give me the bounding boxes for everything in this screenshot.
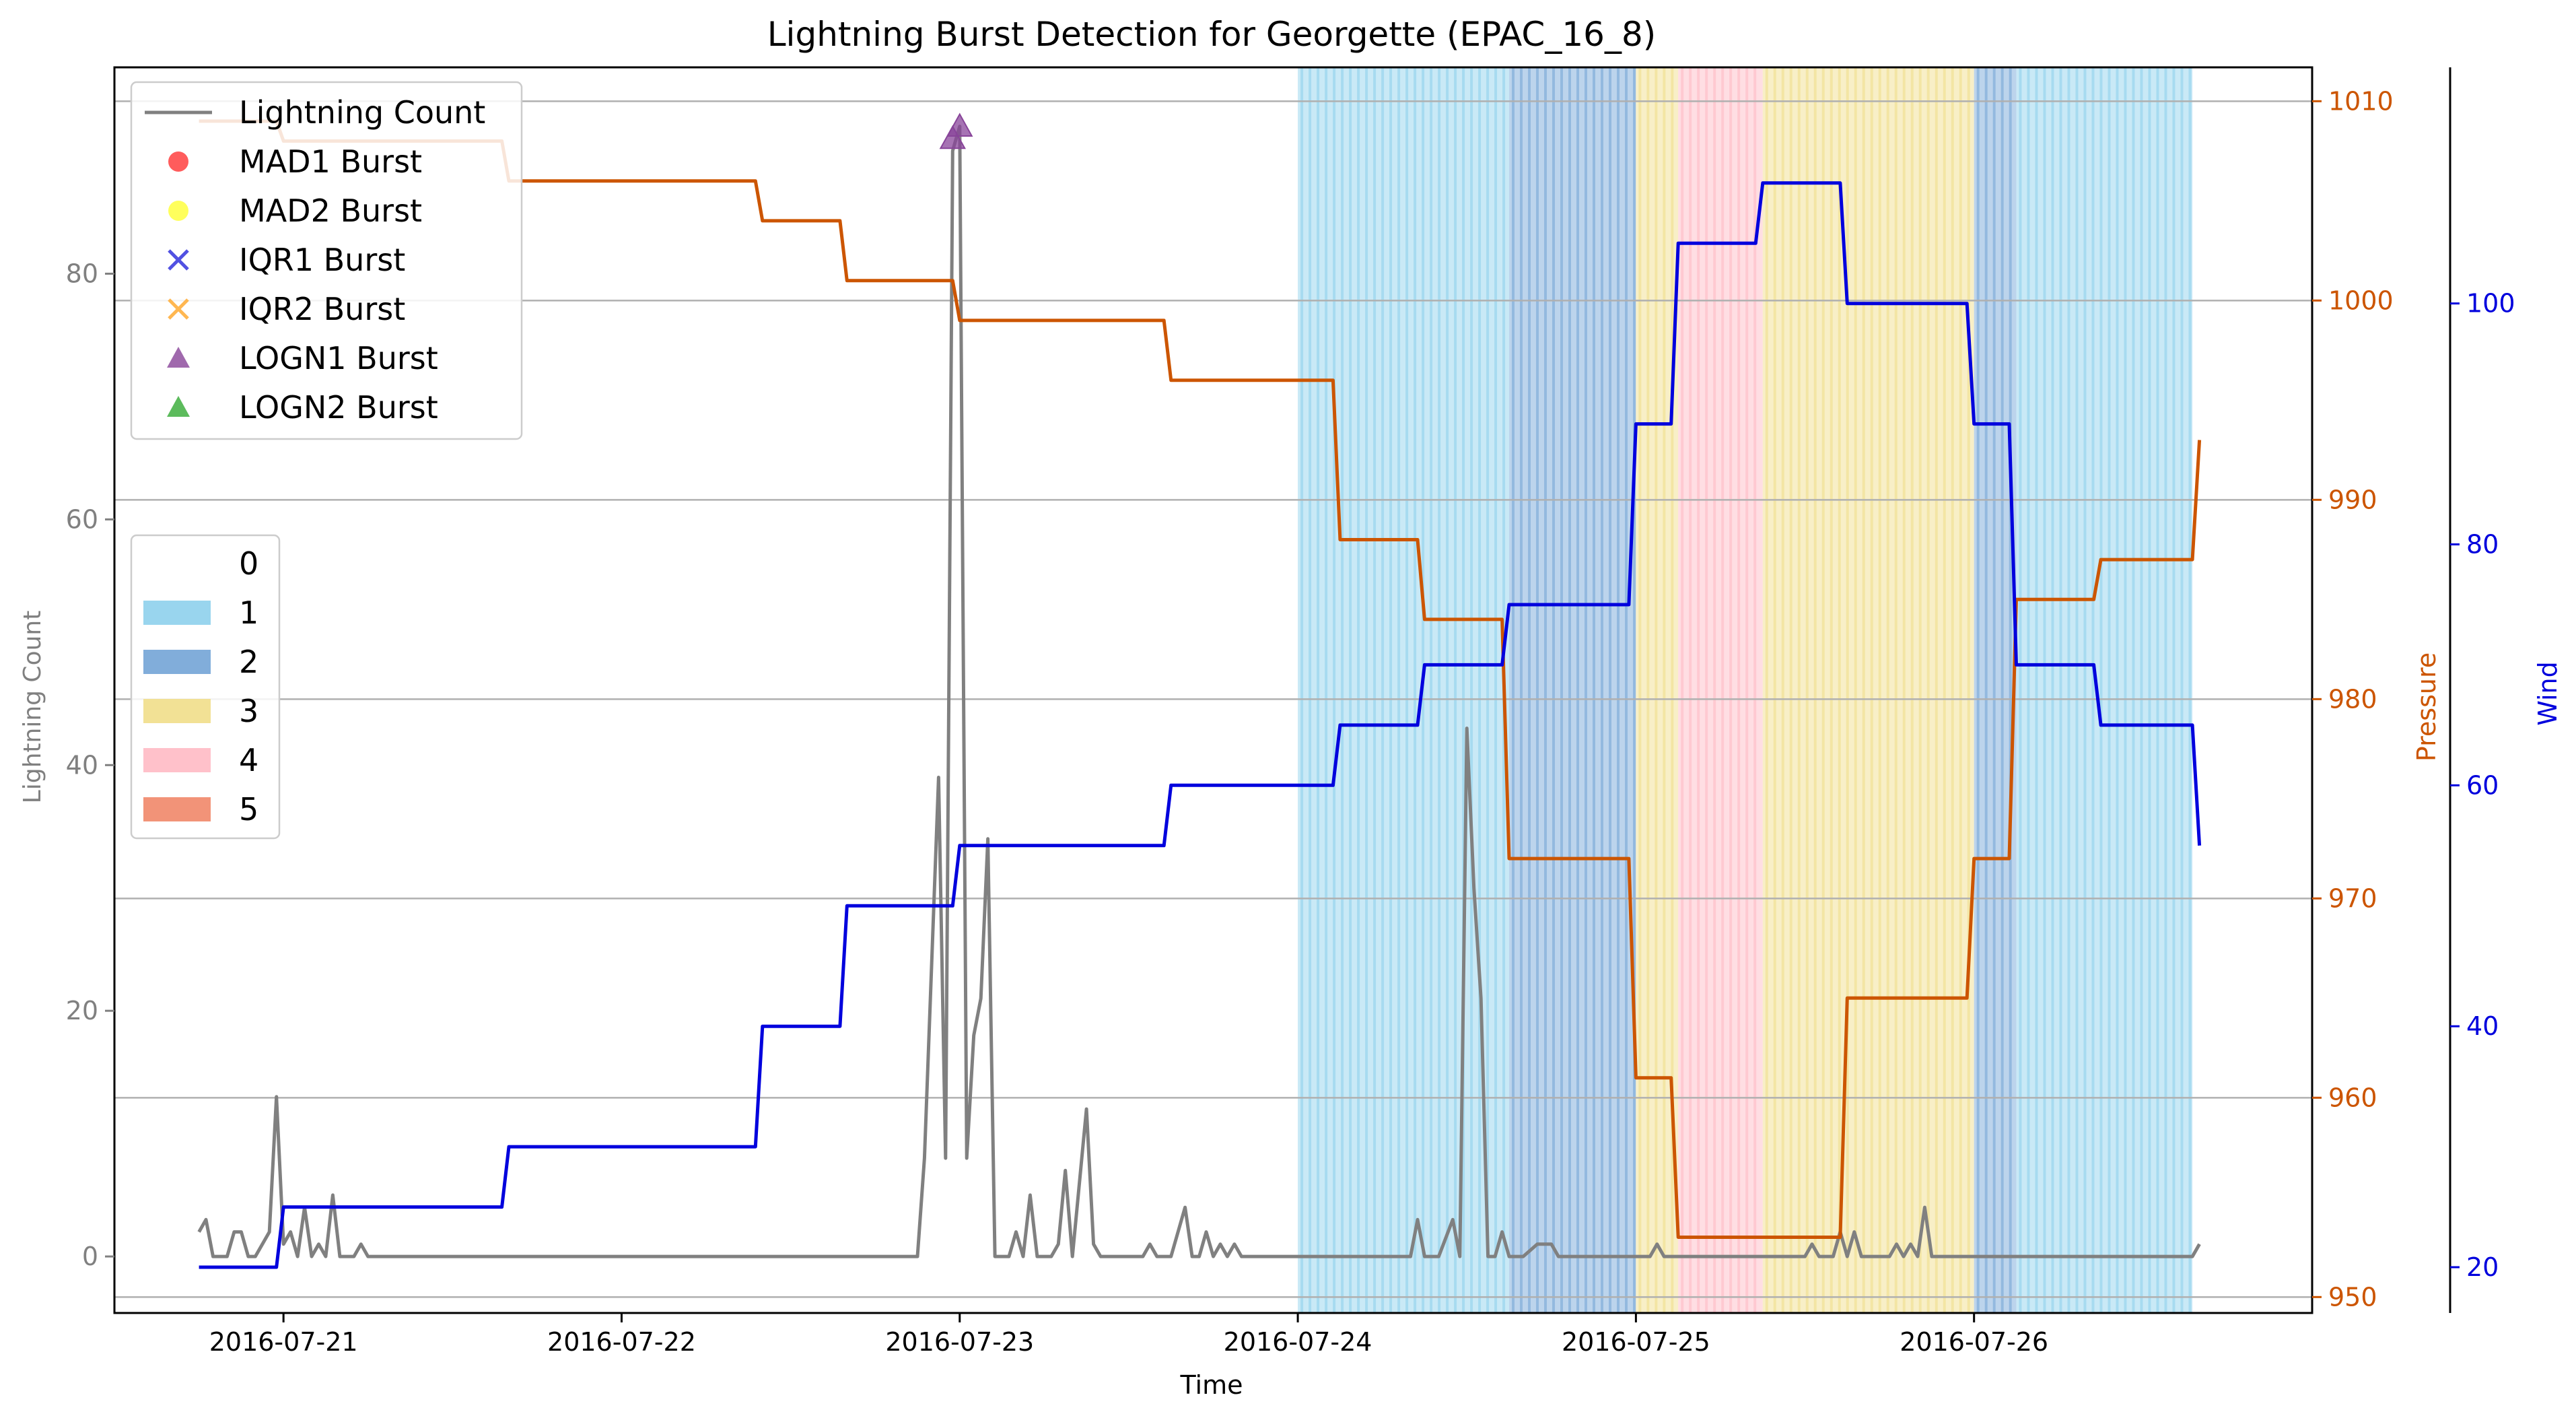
legend-category-label: 1: [239, 595, 258, 631]
x-tick-label: 2016-07-25: [1562, 1327, 1710, 1357]
x-tick-label: 2016-07-23: [885, 1327, 1034, 1357]
x-tick-label: 2016-07-26: [1900, 1327, 2048, 1357]
legend-category-swatch: [143, 551, 211, 576]
y-tick-label-pressure: 990: [2328, 485, 2377, 514]
legend-category-swatch: [143, 797, 211, 821]
legend-label: IQR2 Burst: [239, 291, 405, 327]
y-tick-label-wind: 80: [2466, 530, 2499, 560]
y-tick-label-wind: 40: [2466, 1011, 2499, 1041]
category-band-1: [1298, 67, 1510, 1313]
y-tick-label-left: 20: [66, 996, 98, 1025]
legend-label: LOGN2 Burst: [239, 389, 438, 426]
legend-triangle-marker: [167, 347, 190, 368]
plot-frame: [113, 66, 2313, 1314]
y-tick-label-pressure: 1010: [2328, 86, 2394, 116]
x-axis-label: Time: [1180, 1370, 1243, 1400]
legend-x-marker: [168, 249, 189, 271]
y-tick-label-pressure: 960: [2328, 1083, 2377, 1112]
series-line-wind: [199, 181, 2202, 1269]
legend-category-label: 4: [239, 742, 258, 778]
legend-category-swatch: [143, 650, 211, 674]
legend-label: MAD2 Burst: [239, 193, 422, 229]
legend-label: MAD1 Burst: [239, 143, 422, 180]
legend-label: Lightning Count: [239, 94, 485, 131]
legend-triangle-marker: [167, 396, 190, 417]
legend-bursts: Lightning Count MAD1 Burst MAD2 Burst IQR1 …: [130, 81, 523, 440]
legend-box: [130, 81, 523, 440]
legend-category-label: 5: [239, 791, 258, 828]
legend-x-marker: [168, 298, 189, 320]
legend-category-swatch: [143, 748, 211, 772]
y-tick-label-wind: 60: [2466, 770, 2499, 800]
logn1-burst-marker: [946, 112, 973, 137]
y-tick-label-pressure: 970: [2328, 883, 2377, 913]
legend-category-label: 0: [239, 545, 258, 582]
legend-category-label: 2: [239, 644, 258, 680]
legend-label: IQR1 Burst: [239, 242, 405, 278]
y-tick-label-wind: 100: [2466, 289, 2515, 318]
legend-category-swatch: [143, 601, 211, 625]
x-tick-label: 2016-07-24: [1224, 1327, 1372, 1357]
y-tick-label-left: 60: [66, 504, 98, 534]
series-lines: [197, 112, 2202, 1269]
category-band-4: [1678, 67, 1763, 1313]
series-line-pressure: [199, 119, 2202, 1239]
axes: 2016-07-21 2016-07-22 2016-07-23 2016-07-24…: [66, 66, 2515, 1357]
y-tick-label-left: 40: [66, 750, 98, 780]
legend-label: LOGN1 Burst: [239, 340, 438, 376]
y-axis-label-wind: Wind: [2533, 661, 2563, 726]
y-tick-label-left: 0: [82, 1242, 98, 1271]
category-bands: [1298, 67, 2193, 1313]
y-tick-label-pressure: 950: [2328, 1282, 2377, 1312]
logn1-burst-marker: [939, 125, 967, 149]
y-tick-label-left: 80: [66, 259, 98, 289]
y-axis-label-pressure: Pressure: [2412, 652, 2441, 762]
legend-category-swatch: [143, 699, 211, 723]
y-tick-label-pressure: 980: [2328, 684, 2377, 714]
legend-circle-marker: [168, 201, 188, 221]
y-axis-label-lightning: Lightning Count: [19, 611, 46, 804]
series-line-lightning-count: [197, 125, 2201, 1258]
legend-categories: 0 1 2 3 4 5: [130, 534, 281, 840]
chart-title: Lightning Burst Detection for Georgette …: [767, 15, 1657, 54]
x-tick-label: 2016-07-22: [547, 1327, 696, 1357]
legend-circle-marker: [168, 151, 188, 172]
category-band-3: [1762, 67, 1974, 1313]
legend-category-label: 3: [239, 693, 258, 729]
x-tick-label: 2016-07-21: [209, 1327, 358, 1357]
grid-lines: [114, 100, 2312, 1298]
y-tick-label-wind: 20: [2466, 1252, 2499, 1282]
y-tick-label-pressure: 1000: [2328, 285, 2394, 315]
